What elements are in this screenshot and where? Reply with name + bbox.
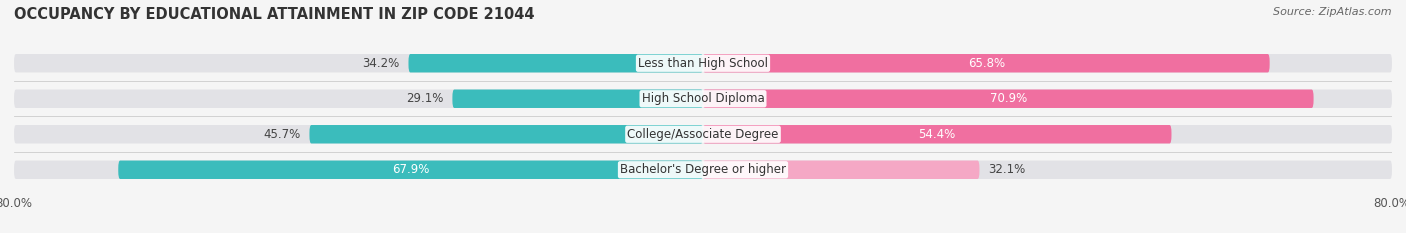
Text: 67.9%: 67.9% (392, 163, 429, 176)
Text: OCCUPANCY BY EDUCATIONAL ATTAINMENT IN ZIP CODE 21044: OCCUPANCY BY EDUCATIONAL ATTAINMENT IN Z… (14, 7, 534, 22)
FancyBboxPatch shape (703, 161, 980, 179)
FancyBboxPatch shape (14, 89, 1392, 108)
FancyBboxPatch shape (14, 125, 1392, 144)
Text: 45.7%: 45.7% (263, 128, 301, 141)
FancyBboxPatch shape (14, 161, 1392, 179)
Text: Source: ZipAtlas.com: Source: ZipAtlas.com (1274, 7, 1392, 17)
FancyBboxPatch shape (409, 54, 703, 72)
Text: Less than High School: Less than High School (638, 57, 768, 70)
FancyBboxPatch shape (118, 161, 703, 179)
Text: 32.1%: 32.1% (988, 163, 1025, 176)
FancyBboxPatch shape (703, 89, 1313, 108)
Text: 29.1%: 29.1% (406, 92, 444, 105)
Text: Bachelor's Degree or higher: Bachelor's Degree or higher (620, 163, 786, 176)
Text: 54.4%: 54.4% (918, 128, 956, 141)
FancyBboxPatch shape (703, 54, 1270, 72)
Text: High School Diploma: High School Diploma (641, 92, 765, 105)
Text: 34.2%: 34.2% (363, 57, 399, 70)
FancyBboxPatch shape (309, 125, 703, 144)
Text: 65.8%: 65.8% (967, 57, 1005, 70)
FancyBboxPatch shape (14, 54, 1392, 72)
Text: 70.9%: 70.9% (990, 92, 1026, 105)
FancyBboxPatch shape (703, 125, 1171, 144)
Text: College/Associate Degree: College/Associate Degree (627, 128, 779, 141)
FancyBboxPatch shape (453, 89, 703, 108)
